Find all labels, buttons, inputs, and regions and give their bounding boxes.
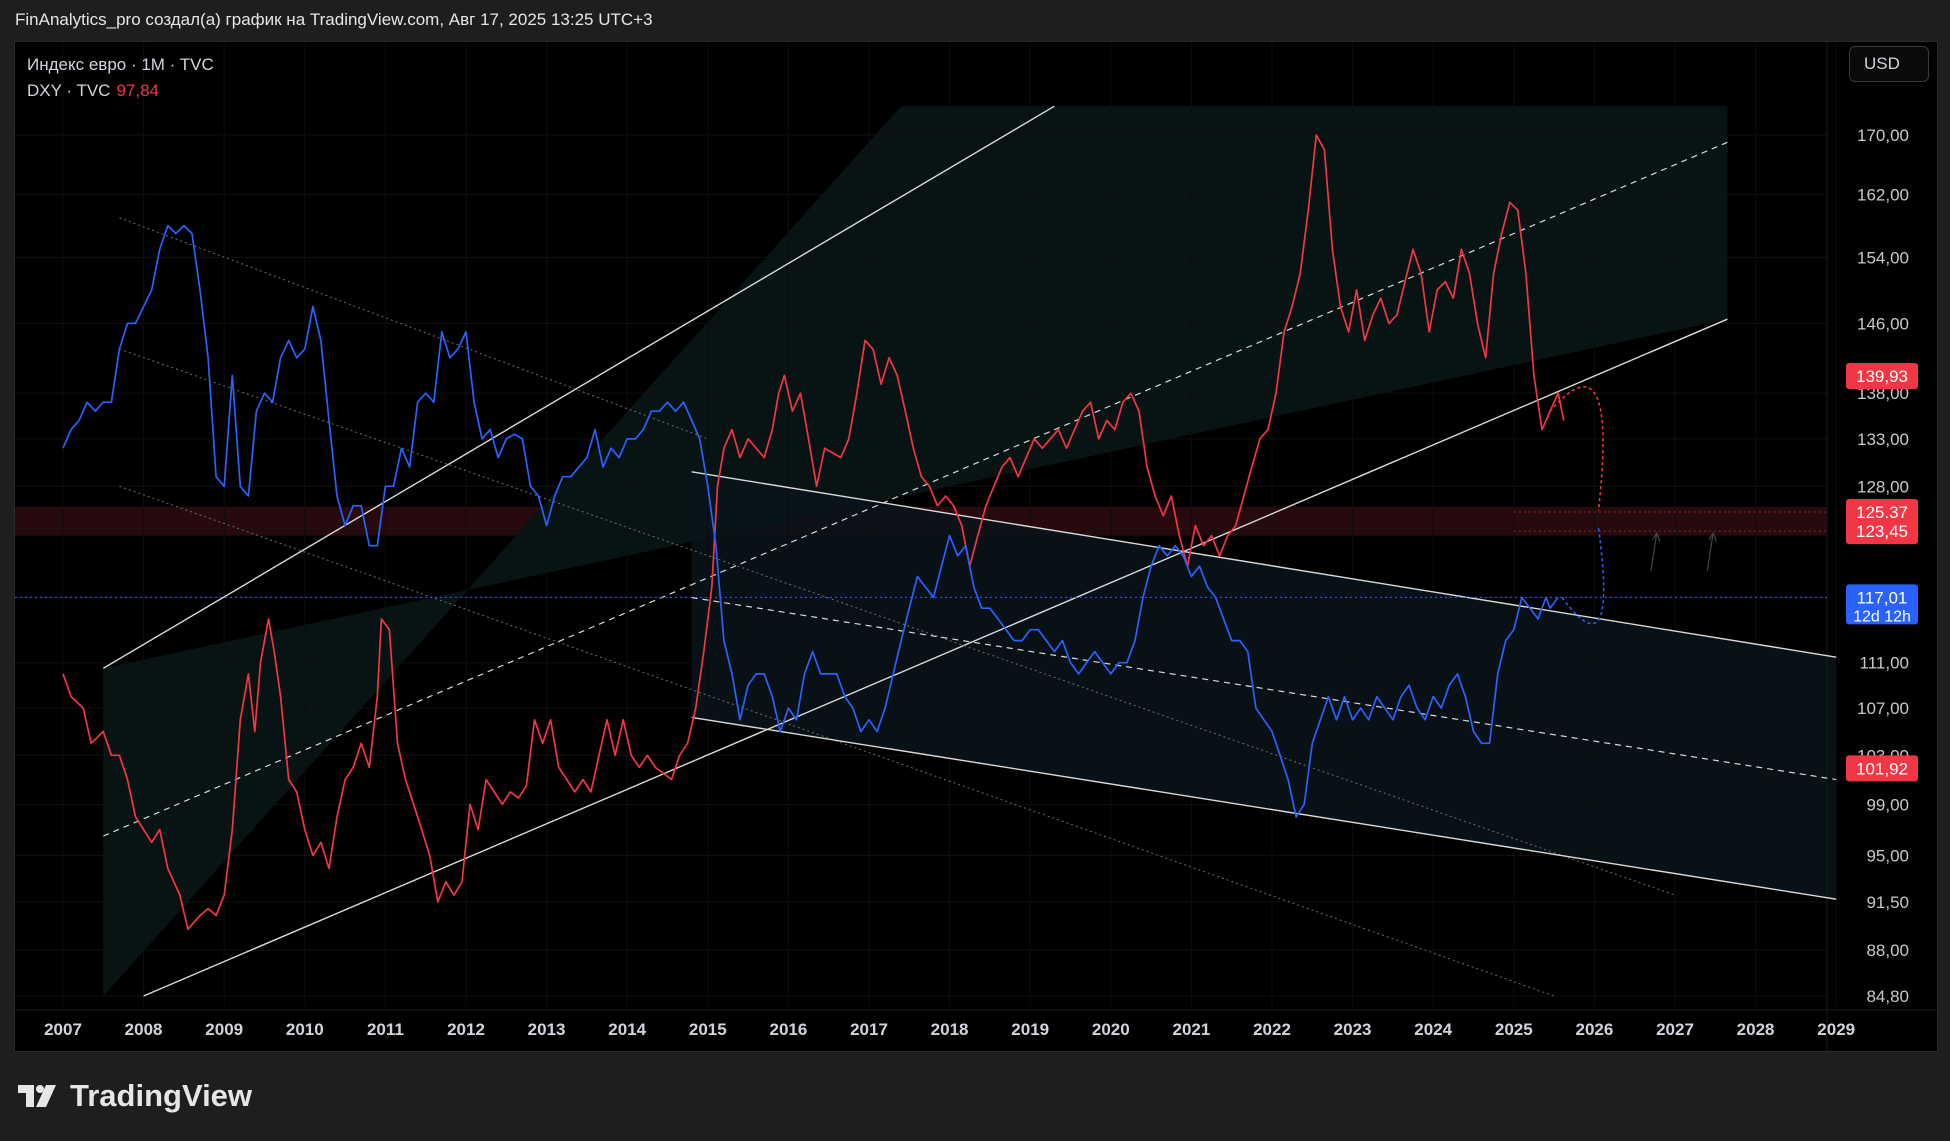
euro-projection-arc bbox=[1549, 386, 1604, 511]
price-label-text: 123,45 bbox=[1856, 522, 1908, 541]
chart-frame[interactable]: 170,00 162,00 154,00 146,00 138,00 133,00 128,… bbox=[14, 41, 1938, 1052]
price-label-text: 125,37 bbox=[1856, 503, 1908, 522]
x-tick-label: 2020 bbox=[1092, 1020, 1130, 1039]
y-tick-label: 133,00 bbox=[1857, 430, 1909, 449]
legend-series-2-value: 97,84 bbox=[116, 81, 159, 100]
price-label-box bbox=[1846, 584, 1918, 625]
y-tick-label: 91,50 bbox=[1866, 893, 1909, 912]
x-tick-label: 2012 bbox=[447, 1020, 485, 1039]
price-label-box bbox=[1846, 362, 1918, 389]
chart-svg[interactable]: 170,00162,00154,00146,00138,00133,00128,… bbox=[15, 42, 1937, 1051]
ascending-channel-median bbox=[103, 141, 1728, 837]
x-tick-label: 2025 bbox=[1495, 1020, 1533, 1039]
x-tick-label: 2029 bbox=[1817, 1020, 1855, 1039]
legend-series-2: DXY · TVC 97,84 bbox=[27, 78, 214, 104]
price-label-text: 139,93 bbox=[1856, 367, 1908, 386]
x-tick-label: 2007 bbox=[44, 1020, 82, 1039]
series-line-dxy bbox=[62, 224, 1559, 818]
price-label-box bbox=[1846, 518, 1918, 545]
y-tick-label: 128,00 bbox=[1857, 477, 1909, 496]
descending-channel-fill bbox=[691, 471, 1837, 900]
descending-channel-upper bbox=[691, 471, 1837, 658]
y-tick-label: 162,00 bbox=[1857, 186, 1909, 205]
y-tick-label: 146,00 bbox=[1857, 314, 1909, 333]
x-tick-label: 2013 bbox=[528, 1020, 566, 1039]
x-tick-label: 2028 bbox=[1737, 1020, 1775, 1039]
x-tick-label: 2014 bbox=[608, 1020, 646, 1039]
y-tick-label: 88,00 bbox=[1866, 941, 1909, 960]
x-tick-label: 2021 bbox=[1172, 1020, 1210, 1039]
x-tick-label: 2026 bbox=[1575, 1020, 1613, 1039]
y-tick-label: 84,80 bbox=[1866, 987, 1909, 1006]
x-tick-label: 2024 bbox=[1414, 1020, 1452, 1039]
y-tick-label: 111,00 bbox=[1860, 654, 1909, 673]
up-arrow-marker-1 bbox=[1650, 532, 1661, 572]
tradingview-logo-icon bbox=[18, 1085, 56, 1107]
price-label-text: 117,01 bbox=[1857, 588, 1908, 607]
x-tick-label: 2018 bbox=[931, 1020, 969, 1039]
chart-legend: Индекс евро · 1M · TVC DXY · TVC 97,84 bbox=[27, 52, 214, 104]
x-tick-label: 2027 bbox=[1656, 1020, 1694, 1039]
y-tick-label: 99,00 bbox=[1866, 795, 1909, 814]
tradingview-brand: TradingView bbox=[70, 1078, 253, 1113]
x-tick-label: 2008 bbox=[125, 1020, 163, 1039]
ascending-channel-lower bbox=[143, 318, 1728, 997]
x-tick-label: 2016 bbox=[769, 1020, 807, 1039]
series-line-euro bbox=[62, 134, 1565, 931]
x-tick-label: 2017 bbox=[850, 1020, 888, 1039]
ascending-channel-fill bbox=[103, 106, 1728, 996]
tradingview-logo[interactable]: TradingView bbox=[18, 1078, 252, 1114]
price-label-text: 101,92 bbox=[1856, 759, 1908, 778]
dxy-projection-arc bbox=[1561, 527, 1605, 625]
currency-button[interactable]: USD bbox=[1849, 46, 1929, 82]
ascending-channel-upper bbox=[102, 105, 1055, 669]
chart-caption: FinAnalytics_pro создал(а) график на Tra… bbox=[15, 10, 653, 29]
x-tick-label: 2010 bbox=[286, 1020, 324, 1039]
x-tick-label: 2015 bbox=[689, 1020, 727, 1039]
x-tick-label: 2011 bbox=[367, 1020, 404, 1039]
descending-channel-lower bbox=[691, 716, 1837, 900]
price-label-countdown: 12d 12h bbox=[1853, 608, 1911, 625]
legend-series-2-label: DXY · TVC bbox=[27, 81, 111, 100]
y-tick-label: 107,00 bbox=[1857, 699, 1909, 718]
x-tick-label: 2019 bbox=[1011, 1020, 1049, 1039]
old-descending-upper bbox=[119, 217, 708, 440]
x-tick-label: 2009 bbox=[205, 1020, 243, 1039]
x-tick-label: 2023 bbox=[1334, 1020, 1372, 1039]
y-tick-label: 154,00 bbox=[1857, 248, 1909, 267]
y-tick-label: 95,00 bbox=[1866, 846, 1909, 865]
x-tick-label: 2022 bbox=[1253, 1020, 1291, 1039]
price-label-box bbox=[1846, 755, 1918, 782]
y-tick-label: 170,00 bbox=[1857, 126, 1909, 145]
legend-series-1: Индекс евро · 1M · TVC bbox=[27, 55, 214, 74]
up-arrow-marker-2 bbox=[1706, 532, 1717, 572]
